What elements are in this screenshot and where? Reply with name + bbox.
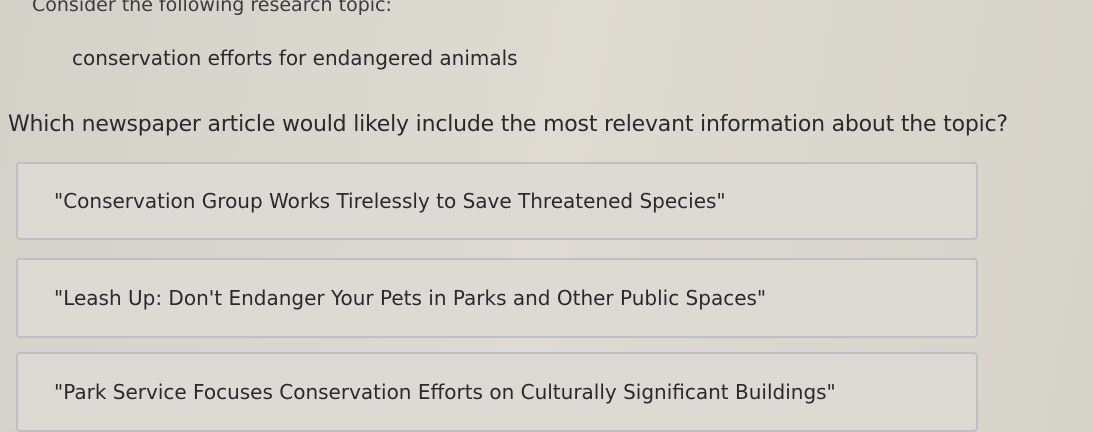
option-label: "Park Service Focuses Conservation Effor…	[54, 380, 836, 404]
question-text: Which newspaper article would likely inc…	[8, 112, 1008, 137]
answer-option-2[interactable]: "Leash Up: Don't Endanger Your Pets in P…	[16, 258, 978, 338]
research-topic: conservation efforts for endangered anim…	[72, 46, 518, 70]
option-label: "Leash Up: Don't Endanger Your Pets in P…	[54, 286, 767, 310]
answer-option-3[interactable]: "Park Service Focuses Conservation Effor…	[16, 352, 978, 432]
intro-text: Consider the following research topic:	[32, 0, 392, 16]
answer-option-1[interactable]: "Conservation Group Works Tirelessly to …	[16, 162, 978, 240]
option-label: "Conservation Group Works Tirelessly to …	[54, 189, 726, 213]
